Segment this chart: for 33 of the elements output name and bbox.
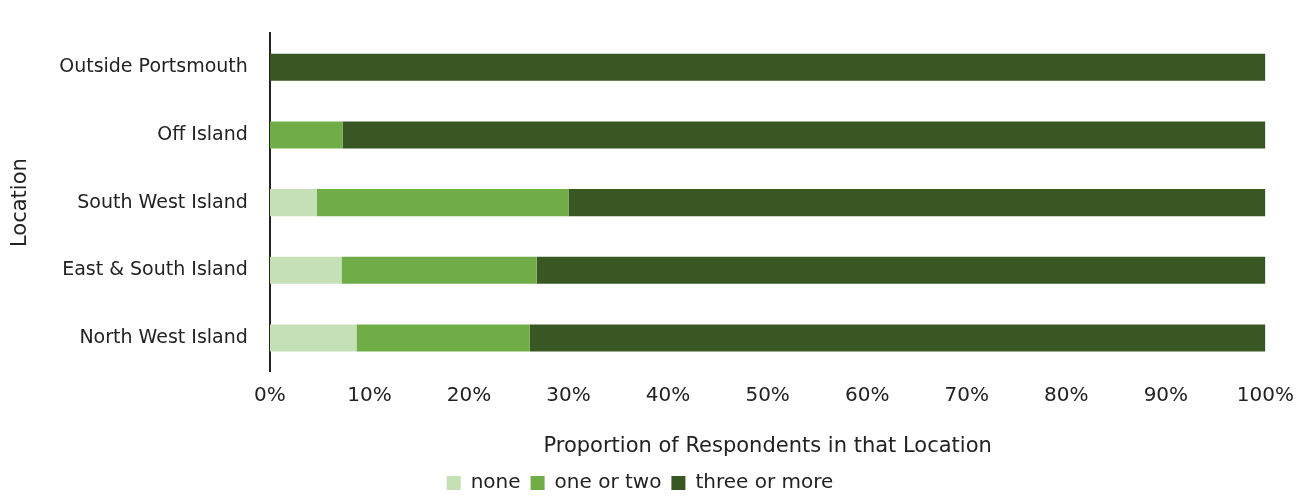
legend-label: none <box>470 469 521 494</box>
legend-label: three or more <box>695 469 834 494</box>
bar <box>316 189 569 217</box>
bar <box>568 189 1266 217</box>
y-tick-label: East & South Island <box>62 257 248 280</box>
bar <box>341 256 537 284</box>
x-tick-label: 70% <box>944 382 989 406</box>
x-tick-label: 10% <box>347 382 392 406</box>
y-tick-label: Off Island <box>157 121 248 144</box>
bar <box>269 53 1266 81</box>
bar <box>356 324 530 352</box>
x-axis-title: Proportion of Respondents in that Location <box>543 432 992 457</box>
y-axis-title: Location <box>7 158 32 248</box>
x-tick-label: 50% <box>745 382 790 406</box>
x-tick-label: 80% <box>1044 382 1089 406</box>
bar <box>269 324 357 352</box>
bar <box>269 121 343 149</box>
bar <box>342 121 1266 149</box>
bar <box>529 324 1266 352</box>
bar <box>536 256 1266 284</box>
x-tick-label: 60% <box>844 382 890 406</box>
x-tick-label: 0% <box>253 382 286 406</box>
x-tick-label: 30% <box>546 382 591 406</box>
bar <box>269 256 342 284</box>
y-tick-label: Outside Portsmouth <box>59 54 248 77</box>
legend-label: one or two <box>554 469 662 494</box>
y-tick-label: South West Island <box>77 189 248 212</box>
x-tick-label: 90% <box>1143 382 1189 406</box>
y-tick-label: North West Island <box>79 324 248 347</box>
x-tick-label: 40% <box>645 382 691 406</box>
bar <box>269 189 317 217</box>
x-tick-label: 20% <box>446 382 492 406</box>
x-tick-label: 100% <box>1236 382 1294 406</box>
